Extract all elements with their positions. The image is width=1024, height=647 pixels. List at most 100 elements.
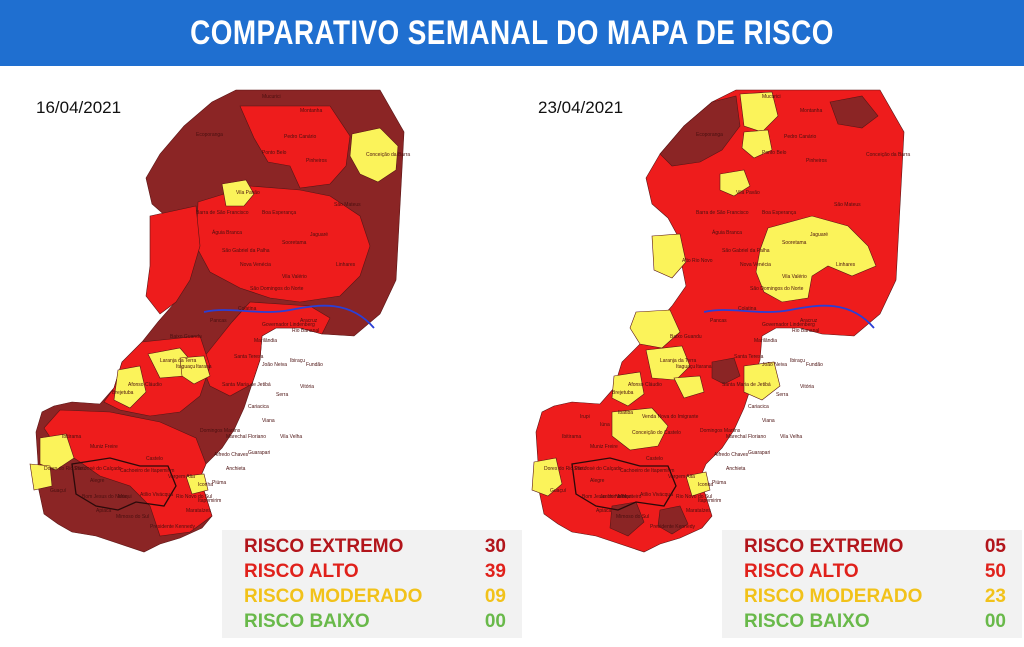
legend-value: 00 — [484, 611, 506, 632]
city-label: Castelo — [146, 456, 163, 462]
legend-label: RISCO ALTO — [744, 561, 859, 582]
city-label: Afonso Cláudio — [628, 382, 662, 388]
legend-box: RISCO EXTREMO 05 RISCO ALTO 50 RISCO MOD… — [722, 530, 1022, 638]
region-moderado-vilapavao — [719, 169, 751, 197]
city-label: Nova Venécia — [240, 262, 271, 268]
city-label: Conceição do Castelo — [632, 430, 681, 436]
city-label: Baixo Guandu — [170, 334, 202, 340]
city-label: Marechal Floriano — [226, 434, 266, 440]
city-label: São Domingos do Norte — [750, 286, 804, 292]
city-label: Montanha — [800, 108, 822, 114]
city-label: Castelo — [646, 456, 663, 462]
city-label: São Gabriel da Palha — [722, 248, 770, 254]
river-doce — [703, 304, 875, 329]
city-label: Bom Jesus do Norte — [582, 494, 628, 500]
city-label: São José do Calçado — [74, 466, 122, 472]
city-label: São Mateus — [834, 202, 861, 208]
city-label: Nova Venécia — [740, 262, 771, 268]
city-label: Aracruz — [800, 318, 818, 324]
city-label: Bom Jesus do Norte — [82, 494, 128, 500]
city-label: João Neiva — [762, 362, 787, 368]
legend-value: 05 — [984, 536, 1006, 557]
city-label: Ibitirama — [62, 434, 81, 440]
city-label: Colatina — [238, 306, 257, 312]
city-label: Fundão — [806, 362, 823, 368]
city-label: Dores do Rio Preto — [44, 466, 87, 472]
region-moderado-sul — [531, 457, 563, 497]
legend-label: RISCO BAIXO — [244, 611, 370, 632]
region-moderado-itarana — [179, 355, 211, 385]
city-label: Ibitirama — [562, 434, 581, 440]
region-moderado-pontobelo — [741, 129, 773, 159]
city-label: Ponto Belo — [762, 150, 787, 156]
city-label: Ecoporanga — [696, 132, 723, 138]
city-label: Pinheiros — [306, 158, 327, 164]
city-label: Apiacá — [96, 508, 112, 514]
city-label: Vitória — [300, 384, 314, 390]
city-label: Mimoso do Sul — [116, 514, 149, 520]
city-label: Alfredo Chaves — [714, 452, 749, 458]
city-label: Pedro Canário — [284, 134, 316, 140]
city-label: Dores do Rio Preto — [544, 466, 587, 472]
region-moderado-castelo — [611, 407, 669, 451]
city-label: Laranja da Terra — [160, 358, 197, 364]
city-label: Iconha — [198, 482, 213, 488]
city-label: Marilândia — [754, 338, 777, 344]
city-label: Vila Pavão — [236, 190, 260, 196]
region-moderado-leopoldina — [743, 361, 781, 401]
map-date: 16/04/2021 — [36, 98, 122, 117]
region-extremo-nw — [659, 95, 741, 167]
city-label: Apiacá — [596, 508, 612, 514]
city-label: Barra de São Francisco — [196, 210, 249, 216]
city-label: São Gabriel da Palha — [222, 248, 270, 254]
city-label: Piúma — [212, 480, 226, 486]
legend-value: 00 — [984, 611, 1006, 632]
city-label: Alfredo Chaves — [214, 452, 249, 458]
region-outline-south — [571, 457, 677, 511]
city-label: Linhares — [836, 262, 856, 268]
city-label: Sooretama — [782, 240, 807, 246]
city-label: Sooretama — [282, 240, 307, 246]
city-label: Rio Novo do Sul — [676, 494, 712, 500]
city-label: Conceição da Barra — [366, 152, 410, 158]
city-label: Muqui — [618, 494, 632, 500]
region-alto-north — [239, 105, 351, 189]
legend-box: RISCO EXTREMO 30 RISCO ALTO 39 RISCO MOD… — [222, 530, 522, 638]
region-moderado-vilapavao — [221, 179, 255, 207]
city-label: Alegre — [90, 478, 105, 484]
region-moderado-altorionovo — [651, 233, 687, 279]
city-labels: Mucurici Montanha Pinheiros Conceição da Ba… — [44, 94, 410, 530]
city-label: Cariacica — [748, 404, 769, 410]
city-label: Pedro Canário — [784, 134, 816, 140]
city-label: Vila Velha — [280, 434, 302, 440]
city-label: Viana — [262, 418, 275, 424]
city-label: Alegre — [590, 478, 605, 484]
city-label: Jerônimo Monteiro — [600, 494, 642, 500]
region-moderado-dores — [29, 463, 53, 491]
city-label: Itapemirim — [698, 498, 721, 504]
legend-row-baixo: RISCO BAIXO 00 — [244, 611, 506, 635]
city-label: Pinheiros — [806, 158, 827, 164]
region-moderado-itarana — [673, 375, 705, 399]
city-label: Marataízes — [686, 508, 711, 514]
region-moderado-afonso — [113, 365, 147, 409]
city-label: Mucurici — [762, 94, 781, 100]
city-label: Pancas — [210, 318, 227, 324]
city-label: Montanha — [300, 108, 322, 114]
city-label: Ibatiba — [618, 410, 633, 416]
region-moderado-iconha — [685, 471, 711, 497]
city-label: Iúna — [600, 422, 610, 428]
city-label: Fundão — [306, 362, 323, 368]
city-label: Itaguaçu — [176, 364, 195, 370]
legend-row-alto: RISCO ALTO 50 — [744, 561, 1006, 585]
city-label: Águia Branca — [212, 229, 242, 236]
legend-row-moderado: RISCO MODERADO 09 — [244, 586, 506, 610]
region-moderado-central — [755, 215, 877, 303]
region-moderado-mucurici — [739, 91, 779, 133]
region-extremo-south1 — [609, 501, 645, 537]
page-title: COMPARATIVO SEMANAL DO MAPA DE RISCO — [190, 14, 834, 52]
legend-row-extremo: RISCO EXTREMO 05 — [744, 536, 1006, 560]
city-label: Iconha — [698, 482, 713, 488]
city-label: Rio Bananal — [792, 328, 819, 334]
legend-label: RISCO EXTREMO — [244, 536, 404, 557]
